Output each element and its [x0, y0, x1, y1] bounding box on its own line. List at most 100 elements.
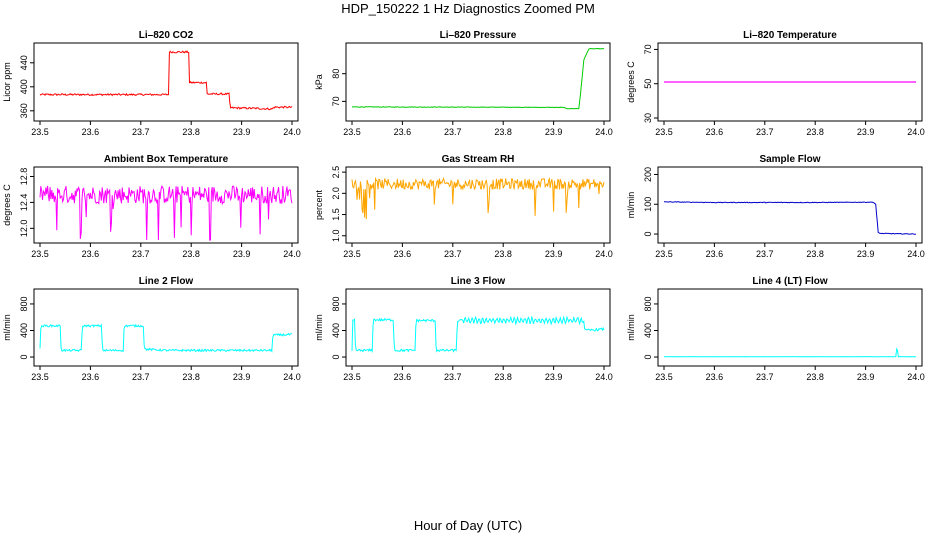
x-tick-label: 23.9: [233, 249, 251, 259]
y-tick-label: 360: [19, 103, 29, 118]
x-tick-label: 23.5: [31, 249, 49, 259]
y-axis-label: degrees C: [2, 184, 12, 226]
x-tick-label: 23.9: [857, 127, 875, 137]
plot-frame: [657, 288, 923, 367]
x-tick-label: 23.6: [394, 249, 412, 259]
x-tick-label: 23.9: [233, 372, 251, 382]
chart-title: Li–820 CO2: [139, 30, 194, 41]
chart-line2: Line 2 Flow ml/min 23.5 23.6 23.7 23.8 23.9 24.…: [2, 276, 301, 382]
x-tick-label: 23.7: [444, 372, 462, 382]
x-tick-label: 23.6: [706, 372, 724, 382]
y-tick-label: 0: [643, 232, 653, 237]
x-tick-label: 23.5: [343, 249, 361, 259]
x-tick-label: 23.6: [706, 127, 724, 137]
y-tick-label: 50: [643, 79, 653, 89]
chart-pressure: Li–820 Pressure kPa 23.5 23.6 23.7 23.8 23.9 24…: [314, 30, 613, 137]
series-line-ambient: [39, 185, 293, 241]
x-tick-label: 24.0: [907, 127, 925, 137]
chart-rh: Gas Stream RH percent 23.5 23.6 23.7 23.8 23.9…: [314, 154, 613, 259]
y-axis-label: degrees C: [626, 61, 636, 103]
y-tick-label: 200: [643, 167, 653, 182]
x-tick-label: 23.8: [182, 372, 200, 382]
x-tick-label: 23.6: [394, 127, 412, 137]
series-line-line4: [663, 347, 917, 358]
chart-title: Line 2 Flow: [139, 276, 194, 287]
chart-title: Gas Stream RH: [442, 154, 515, 165]
y-tick-label: 0: [331, 355, 341, 360]
chart-ambient: Ambient Box Temperature degrees C 23.5 23.6…: [2, 154, 301, 259]
x-tick-label: 23.8: [806, 249, 824, 259]
plot-frame: [345, 42, 611, 122]
plot-frame: [345, 166, 611, 244]
chart-sample: Sample Flow ml/min 23.5 23.6 23.7 23.8 23.9 24.…: [626, 154, 925, 259]
x-tick-label: 24.0: [595, 127, 613, 137]
x-tick-label: 23.9: [233, 127, 251, 137]
plot-frame: [33, 42, 299, 122]
x-tick-label: 23.8: [806, 127, 824, 137]
chart-line4: Line 4 (LT) Flow ml/min 23.5 23.6 23.7 23.8 23…: [626, 276, 925, 382]
x-tick-label: 23.8: [494, 127, 512, 137]
y-tick-label: 100: [643, 197, 653, 212]
x-tick-label: 24.0: [907, 372, 925, 382]
page-title: HDP_150222 1 Hz Diagnostics Zoomed PM: [341, 1, 595, 16]
y-tick-label: 12.4: [19, 194, 29, 212]
chart-title: Ambient Box Temperature: [104, 154, 229, 165]
y-tick-label: 400: [19, 79, 29, 94]
x-tick-label: 24.0: [595, 249, 613, 259]
x-tick-label: 24.0: [595, 372, 613, 382]
y-tick-label: 30: [643, 113, 653, 123]
y-tick-label: 0: [19, 355, 29, 360]
x-tick-label: 23.5: [343, 372, 361, 382]
y-tick-label: 800: [19, 296, 29, 311]
y-tick-label: 400: [643, 323, 653, 338]
x-tick-label: 23.8: [494, 372, 512, 382]
x-tick-label: 23.7: [756, 127, 774, 137]
y-axis-label: Licor ppm: [2, 62, 12, 102]
x-tick-label: 23.9: [857, 249, 875, 259]
x-tick-label: 23.6: [706, 249, 724, 259]
x-tick-label: 23.5: [343, 127, 361, 137]
y-axis-label: kPa: [314, 74, 324, 90]
series-line-pressure: [351, 47, 605, 110]
y-tick-label: 12.0: [19, 220, 29, 238]
chart-title: Line 3 Flow: [451, 276, 506, 287]
y-tick-label: 800: [331, 296, 341, 311]
x-tick-label: 24.0: [283, 249, 301, 259]
x-tick-label: 23.9: [545, 127, 563, 137]
y-tick-label: 800: [643, 296, 653, 311]
x-tick-label: 23.9: [545, 372, 563, 382]
chart-title: Line 4 (LT) Flow: [752, 276, 828, 287]
plot-frame: [657, 166, 923, 244]
x-tick-label: 23.7: [132, 249, 150, 259]
plot-frame: [33, 166, 299, 244]
plot-frame: [657, 42, 923, 122]
y-tick-label: 400: [331, 323, 341, 338]
series-line-line3: [351, 315, 605, 354]
series-line-sample: [664, 201, 917, 235]
y-tick-label: 2.5: [331, 166, 341, 179]
series-line-line2: [39, 323, 293, 353]
x-tick-label: 23.8: [182, 127, 200, 137]
y-axis-label: ml/min: [314, 314, 324, 341]
chart-line3: Line 3 Flow ml/min 23.5 23.6 23.7 23.8 23.9 24.…: [314, 276, 613, 382]
x-tick-label: 24.0: [907, 249, 925, 259]
y-tick-label: 12.8: [19, 168, 29, 186]
y-tick-label: 400: [19, 323, 29, 338]
x-tick-label: 23.7: [756, 372, 774, 382]
x-tick-label: 23.7: [132, 127, 150, 137]
y-axis-label: ml/min: [2, 314, 12, 341]
y-tick-label: 80: [331, 69, 341, 79]
x-tick-label: 23.5: [655, 249, 673, 259]
y-axis-label: ml/min: [626, 192, 636, 219]
y-tick-label: 70: [331, 96, 341, 106]
chart-title: Sample Flow: [759, 154, 820, 165]
y-tick-label: 1.5: [331, 208, 341, 221]
x-tick-label: 23.7: [132, 372, 150, 382]
y-tick-label: 1.0: [331, 229, 341, 242]
x-tick-label: 23.5: [31, 127, 49, 137]
x-tick-label: 23.5: [655, 127, 673, 137]
x-tick-label: 23.6: [82, 249, 100, 259]
plot-frame: [345, 288, 611, 367]
x-tick-label: 23.8: [806, 372, 824, 382]
